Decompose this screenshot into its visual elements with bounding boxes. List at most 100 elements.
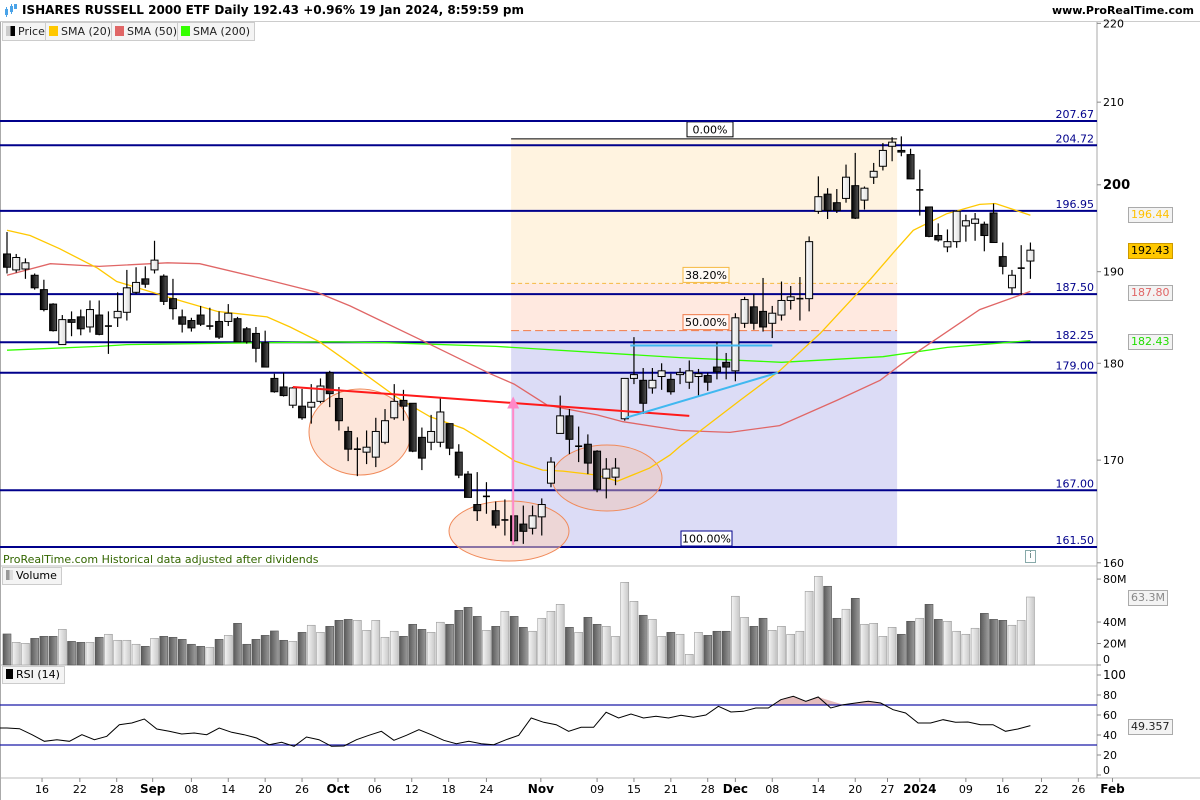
legend-label: SMA (200) <box>193 25 251 38</box>
candle-up <box>805 241 814 300</box>
volume-bar <box>168 636 178 666</box>
candle-down <box>279 386 288 397</box>
volume-tick-label: 20M <box>1103 638 1127 651</box>
candle-down <box>519 523 528 532</box>
candle-up <box>362 446 371 453</box>
volume-bar <box>712 630 722 666</box>
legend-sma20[interactable]: SMA (20) <box>45 22 117 41</box>
site-link[interactable]: www.ProRealTime.com <box>1051 4 1194 17</box>
candle-up <box>685 370 694 383</box>
candle-up <box>85 309 94 328</box>
volume-bar <box>205 646 215 666</box>
candle-up <box>537 504 546 518</box>
candle-up <box>629 374 638 379</box>
sma50-last-badge: 187.80 <box>1128 285 1173 301</box>
legend-price[interactable]: Price <box>2 22 50 41</box>
volume-tick-label: 80M <box>1103 573 1127 586</box>
legend-rsi[interactable]: RSI (14) <box>2 666 65 684</box>
candle-up <box>1026 249 1035 262</box>
volume-bar <box>2 633 12 666</box>
price-tick-label: 160 <box>1103 557 1124 570</box>
candle-up <box>556 415 565 434</box>
candle-up <box>878 149 887 167</box>
candle-down <box>178 316 187 325</box>
volume-swatch-icon <box>6 570 13 580</box>
candle-down <box>399 399 408 407</box>
candle-down <box>187 320 196 329</box>
volume-tick-label: 0 <box>1103 653 1110 666</box>
x-tick-label: 08 <box>184 783 198 796</box>
candle-down <box>906 154 915 180</box>
volume-bar <box>777 626 786 666</box>
sma200-last-badge: 182.43 <box>1128 334 1173 350</box>
candle-up <box>842 176 851 199</box>
price-tick-label: 180 <box>1103 357 1124 370</box>
legend-sma50[interactable]: SMA (50) <box>111 22 183 41</box>
volume-bar <box>445 623 454 666</box>
sma200-line <box>6 339 1031 363</box>
volume-bar <box>638 614 648 666</box>
volume-bar <box>58 629 67 666</box>
volume-bar <box>980 613 989 666</box>
candle-up <box>436 411 445 443</box>
x-tick-label: 06 <box>368 783 382 796</box>
candle-up <box>888 141 897 147</box>
volume-bar <box>629 601 639 666</box>
candle-up <box>657 370 666 378</box>
volume-bar <box>362 630 371 666</box>
candle-up <box>381 420 390 443</box>
candle-up <box>390 400 399 419</box>
volume-bar <box>519 627 528 666</box>
legend-volume[interactable]: Volume <box>2 567 62 585</box>
volume-bar <box>463 607 473 666</box>
candle-up <box>132 281 141 293</box>
candle-down <box>233 318 242 343</box>
blue-support-line <box>625 371 779 419</box>
candle-up <box>113 310 122 319</box>
info-icon[interactable]: i <box>1025 550 1036 563</box>
volume-bar <box>454 610 464 666</box>
volume-bar <box>482 630 491 666</box>
candle-down <box>417 436 426 459</box>
volume-bar <box>141 646 150 666</box>
volume-bar <box>113 639 122 666</box>
candle-up <box>122 287 131 313</box>
x-tick-label: Sep <box>140 782 166 796</box>
fib-zone-50-100 <box>511 330 898 547</box>
volume-bar <box>85 642 95 666</box>
candle-up <box>952 210 961 243</box>
candle-down <box>67 319 76 323</box>
x-tick-label: 20 <box>848 783 862 796</box>
volume-bar <box>196 646 205 666</box>
x-tick-label: 20 <box>258 783 272 796</box>
price-tick-label: 200 <box>1103 178 1130 193</box>
candle-down <box>473 504 482 512</box>
candle-down <box>666 378 675 393</box>
volume-bar <box>933 619 943 666</box>
rsi-tick-label: 0 <box>1103 764 1110 777</box>
rsi-line <box>0 695 1031 747</box>
legend-label: RSI (14) <box>16 668 60 681</box>
legend-sma200[interactable]: SMA (200) <box>177 22 256 41</box>
legend-label: SMA (50) <box>127 25 178 38</box>
volume-bar <box>306 624 316 666</box>
fib-label-box <box>682 314 730 331</box>
x-tick-label: 16 <box>996 783 1010 796</box>
volume-bar <box>869 623 878 666</box>
volume-bar <box>684 654 694 666</box>
price-tick-label: 170 <box>1103 454 1124 467</box>
candle-down <box>759 310 768 328</box>
volume-bar <box>657 636 666 666</box>
candle-down <box>897 149 906 153</box>
candle-down <box>639 379 648 404</box>
volume-bar <box>887 627 897 666</box>
volume-bar <box>500 610 510 666</box>
rsi-tick-label: 60 <box>1103 709 1117 722</box>
candle-up <box>288 387 297 406</box>
candle-up <box>602 468 611 479</box>
candle-down <box>408 402 417 452</box>
candle-down <box>491 510 500 526</box>
candle-down <box>95 314 104 335</box>
fib-label-box <box>682 266 730 283</box>
